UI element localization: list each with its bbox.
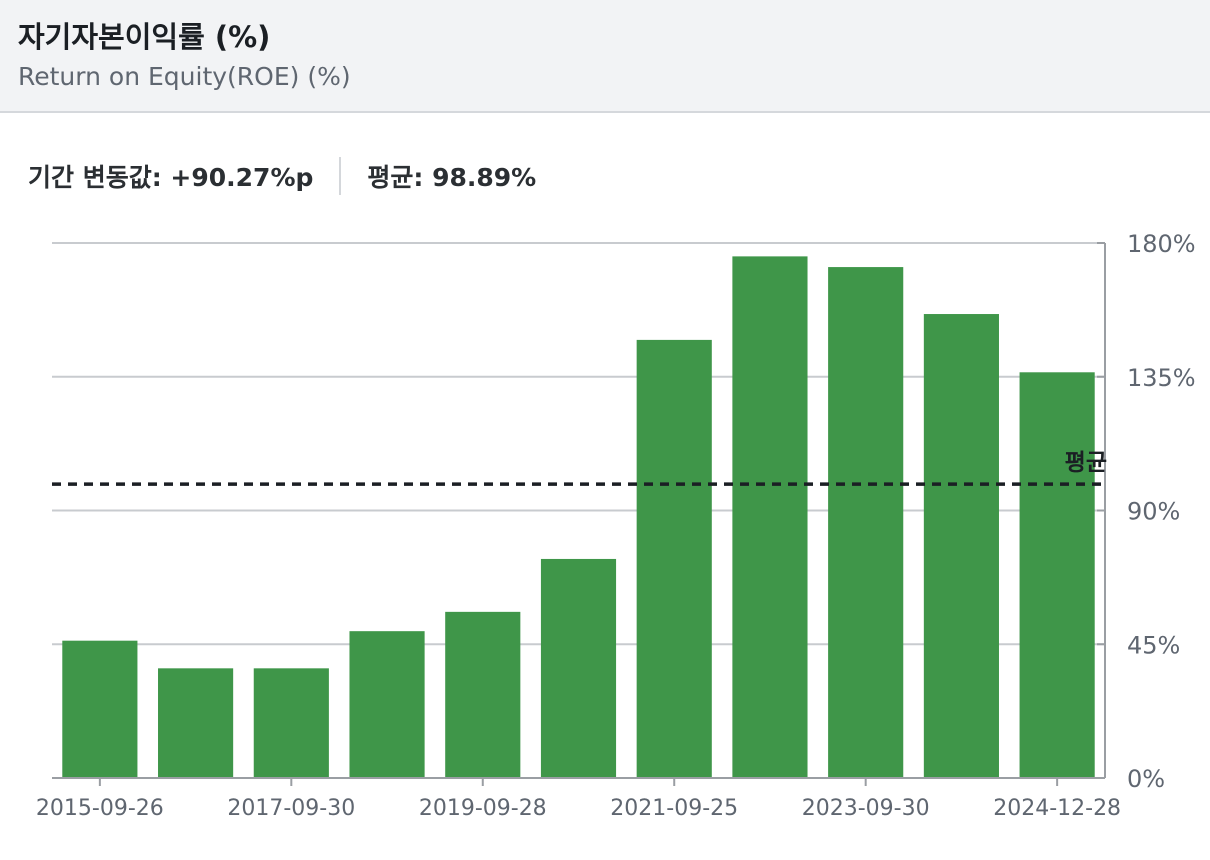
- average-value: 98.89%: [432, 163, 537, 192]
- period-change-stat: 기간 변동값: +90.27%p: [28, 158, 313, 194]
- x-tick-label: 2017-09-30: [227, 796, 355, 821]
- period-change-label: 기간 변동값:: [28, 163, 162, 192]
- average-line-label: 평균: [1065, 450, 1107, 476]
- bar: [540, 558, 617, 778]
- x-tick-label: 2024-12-28: [993, 796, 1121, 821]
- y-tick-label: 0%: [1127, 765, 1165, 793]
- bar: [732, 256, 808, 778]
- average-stat: 평균: 98.89%: [367, 158, 536, 194]
- y-tick-label: 180%: [1127, 230, 1196, 258]
- bar: [1019, 372, 1095, 778]
- x-tick-label: 2015-09-26: [36, 796, 164, 821]
- y-tick-label: 90%: [1127, 498, 1180, 526]
- x-tick-label: 2019-09-28: [419, 796, 547, 821]
- x-tick-label: 2023-09-30: [802, 796, 930, 821]
- bar: [62, 640, 138, 778]
- bar: [253, 668, 329, 778]
- stats-bar: 기간 변동값: +90.27%p 평균: 98.89%: [28, 157, 536, 195]
- average-label: 평균:: [367, 163, 424, 192]
- y-tick-label: 135%: [1127, 364, 1196, 392]
- y-tick-label: 45%: [1127, 631, 1180, 659]
- x-tick-label: 2021-09-25: [610, 796, 738, 821]
- chart-header: 자기자본이익률 (%) Return on Equity(ROE) (%): [0, 0, 1210, 113]
- bar: [445, 611, 521, 778]
- bar: [828, 267, 904, 778]
- stats-divider: [339, 157, 342, 195]
- bar: [349, 631, 425, 778]
- bar: [636, 339, 712, 778]
- page-title: 자기자본이익률 (%): [18, 20, 271, 54]
- period-change-value: +90.27%p: [170, 163, 314, 192]
- bar: [158, 668, 234, 778]
- page-subtitle: Return on Equity(ROE) (%): [18, 62, 351, 91]
- bar: [923, 314, 999, 778]
